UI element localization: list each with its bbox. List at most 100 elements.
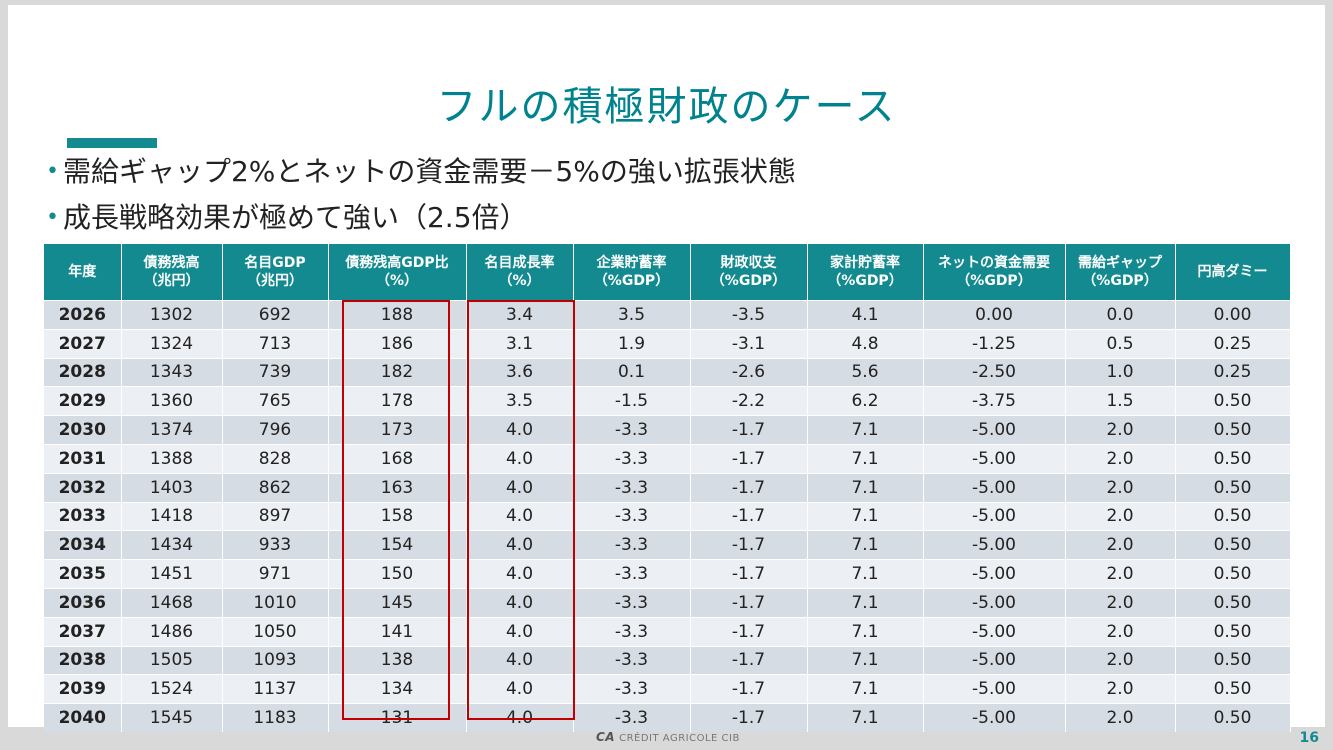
column-header-label: 年度 bbox=[68, 264, 97, 280]
table-cell: -3.3 bbox=[573, 443, 691, 474]
table-row: 2027 1324 713 186 3.1 1.9 -3.1 4.8 -1.25 0.5 0.25 bbox=[44, 328, 1291, 359]
table-cell: -3.5 bbox=[690, 300, 808, 330]
table-cell: 158 bbox=[328, 501, 467, 531]
table-cell: 2.0 bbox=[1065, 472, 1176, 503]
table-cell: 138 bbox=[328, 645, 467, 675]
table-row: 2033 1418 897 158 4.0 -3.3 -1.7 7.1 -5.00 2.0 0.50 bbox=[44, 501, 1291, 531]
table-row: 2040 1545 1183 131 4.0 -3.3 -1.7 7.1 -5.00 2.0 0.5… bbox=[44, 703, 1291, 732]
table-cell: -1.7 bbox=[690, 530, 808, 560]
year-cell: 2034 bbox=[44, 530, 122, 560]
table-cell: 131 bbox=[328, 703, 467, 732]
table-cell: 7.1 bbox=[807, 501, 924, 531]
table-cell: 1137 bbox=[222, 674, 329, 704]
table-cell: 828 bbox=[222, 443, 329, 474]
year-cell: 2037 bbox=[44, 616, 122, 647]
table-cell: 163 bbox=[328, 472, 467, 503]
table-cell: 1486 bbox=[121, 616, 223, 647]
column-header-label: 名目GDP bbox=[244, 255, 306, 271]
year-cell: 2039 bbox=[44, 674, 122, 704]
column-header-label: 需給ギャップ bbox=[1078, 255, 1162, 271]
table-cell: 1343 bbox=[121, 357, 223, 387]
table-cell: 173 bbox=[328, 415, 467, 445]
table-row: 2032 1403 862 163 4.0 -3.3 -1.7 7.1 -5.00 2.0 0.50 bbox=[44, 472, 1291, 503]
column-header-unit: （%） bbox=[375, 273, 419, 289]
table-cell: 897 bbox=[222, 501, 329, 531]
table-cell: 0.50 bbox=[1175, 703, 1291, 732]
table-cell: -2.50 bbox=[923, 357, 1066, 387]
table-cell: -3.1 bbox=[690, 328, 808, 359]
table-cell: -5.00 bbox=[923, 443, 1066, 474]
table-cell: -2.2 bbox=[690, 386, 808, 416]
table-cell: 4.0 bbox=[466, 587, 574, 618]
year-cell: 2030 bbox=[44, 415, 122, 445]
table-cell: -5.00 bbox=[923, 472, 1066, 503]
table-cell: 1.5 bbox=[1065, 386, 1176, 416]
table-cell: 1545 bbox=[121, 703, 223, 732]
table-cell: 3.5 bbox=[466, 386, 574, 416]
table-row: 2035 1451 971 150 4.0 -3.3 -1.7 7.1 -5.00 2.0 0.50 bbox=[44, 559, 1291, 589]
table-cell: -5.00 bbox=[923, 587, 1066, 618]
table-cell: 4.1 bbox=[807, 300, 924, 330]
table-cell: 7.1 bbox=[807, 587, 924, 618]
table-cell: 1374 bbox=[121, 415, 223, 445]
column-header-unit: （%） bbox=[498, 273, 541, 289]
bullet-2: • 成長戦略効果が極めて強い（2.5倍） bbox=[46, 196, 528, 236]
table-cell: 2.0 bbox=[1065, 415, 1176, 445]
table-cell: -1.5 bbox=[573, 386, 691, 416]
table-cell: 0.00 bbox=[923, 300, 1066, 330]
column-header-label: 円高ダミー bbox=[1197, 264, 1268, 280]
table-cell: 4.8 bbox=[807, 328, 924, 359]
table-cell: 2.0 bbox=[1065, 645, 1176, 675]
table-cell: 5.6 bbox=[807, 357, 924, 387]
table-row: 2028 1343 739 182 3.6 0.1 -2.6 5.6 -2.50 1.0 0.25 bbox=[44, 357, 1291, 387]
table-cell: -1.7 bbox=[690, 674, 808, 704]
logo-mark: CA bbox=[596, 730, 616, 744]
table-cell: 1418 bbox=[121, 501, 223, 531]
column-header-label: 企業貯蓄率 bbox=[596, 255, 667, 271]
projection-table: 年度 債務残高 （兆円） 名目GDP （兆円） 債務残高GDP比 （%） 名目成長率 （%） 企業… bbox=[44, 244, 1291, 732]
table-row: 2034 1434 933 154 4.0 -3.3 -1.7 7.1 -5.00 2.0 0.50 bbox=[44, 530, 1291, 560]
table-cell: -3.3 bbox=[573, 415, 691, 445]
column-header-label: 債務残高GDP比 bbox=[345, 255, 449, 271]
table-cell: 1434 bbox=[121, 530, 223, 560]
table-header-row: 年度 債務残高 （兆円） 名目GDP （兆円） 債務残高GDP比 （%） 名目成長率 （%） 企業… bbox=[44, 244, 1291, 301]
table-cell: -3.3 bbox=[573, 703, 691, 732]
table-cell: 2.0 bbox=[1065, 703, 1176, 732]
column-header: 家計貯蓄率 （%GDP） bbox=[807, 244, 924, 301]
table-cell: 2.0 bbox=[1065, 674, 1176, 704]
table-cell: 4.0 bbox=[466, 616, 574, 647]
table-row: 2026 1302 692 188 3.4 3.5 -3.5 4.1 0.00 0.0 0.00 bbox=[44, 300, 1291, 330]
table-cell: 150 bbox=[328, 559, 467, 589]
table-cell: 154 bbox=[328, 530, 467, 560]
table-cell: 134 bbox=[328, 674, 467, 704]
table-cell: 796 bbox=[222, 415, 329, 445]
title-accent-bar bbox=[67, 138, 157, 148]
table-cell: 182 bbox=[328, 357, 467, 387]
column-header: 名目GDP （兆円） bbox=[222, 244, 329, 301]
year-cell: 2027 bbox=[44, 328, 122, 359]
table-cell: 7.1 bbox=[807, 559, 924, 589]
table-cell: 4.0 bbox=[466, 501, 574, 531]
table-cell: 4.0 bbox=[466, 559, 574, 589]
table-cell: 0.0 bbox=[1065, 300, 1176, 330]
table-cell: 1.9 bbox=[573, 328, 691, 359]
table-cell: 4.0 bbox=[466, 472, 574, 503]
highlight-box-debt-ratio bbox=[342, 300, 450, 720]
table-row: 2036 1468 1010 145 4.0 -3.3 -1.7 7.1 -5.00 2.0 0.5… bbox=[44, 587, 1291, 618]
table-cell: -1.7 bbox=[690, 443, 808, 474]
table-cell: -1.7 bbox=[690, 559, 808, 589]
table-cell: -3.3 bbox=[573, 587, 691, 618]
footer-logo: CA CRÉDIT AGRICOLE CIB bbox=[596, 730, 740, 744]
table-cell: 1360 bbox=[121, 386, 223, 416]
column-header: ネットの資金需要 （%GDP） bbox=[923, 244, 1066, 301]
column-header-label: 名目成長率 bbox=[484, 255, 555, 271]
table-cell: 971 bbox=[222, 559, 329, 589]
table-cell: 6.2 bbox=[807, 386, 924, 416]
year-cell: 2026 bbox=[44, 300, 122, 330]
table-cell: 1.0 bbox=[1065, 357, 1176, 387]
column-header: 債務残高 （兆円） bbox=[121, 244, 223, 301]
table-cell: 7.1 bbox=[807, 703, 924, 732]
column-header: 円高ダミー bbox=[1175, 244, 1291, 301]
table-cell: 7.1 bbox=[807, 530, 924, 560]
table-cell: 1324 bbox=[121, 328, 223, 359]
